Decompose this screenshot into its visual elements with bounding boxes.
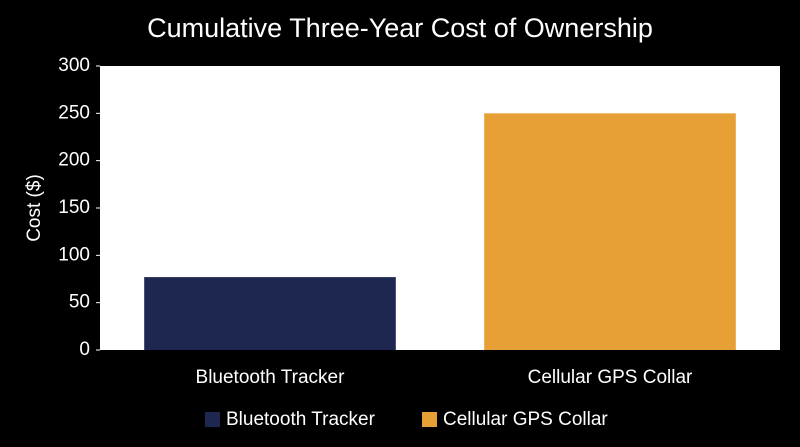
y-tick-label: 50	[69, 292, 90, 313]
legend-swatch	[205, 412, 220, 427]
legend-label: Cellular GPS Collar	[443, 409, 608, 430]
y-tick-label: 0	[79, 339, 90, 360]
x-tick-label: Bluetooth Tracker	[196, 367, 346, 388]
y-axis-label: Cost ($)	[24, 174, 45, 242]
legend-label: Bluetooth Tracker	[226, 409, 376, 430]
y-tick-label: 150	[58, 197, 90, 218]
legend-swatch	[422, 412, 437, 427]
y-tick-label: 300	[58, 55, 90, 76]
y-tick-label: 250	[58, 102, 90, 123]
chart-title: Cumulative Three-Year Cost of Ownership	[147, 13, 653, 43]
bar	[484, 113, 736, 350]
x-tick-label: Cellular GPS Collar	[528, 367, 693, 388]
y-tick-label: 100	[58, 244, 90, 265]
y-tick-label: 200	[58, 150, 90, 171]
bar	[144, 277, 396, 350]
